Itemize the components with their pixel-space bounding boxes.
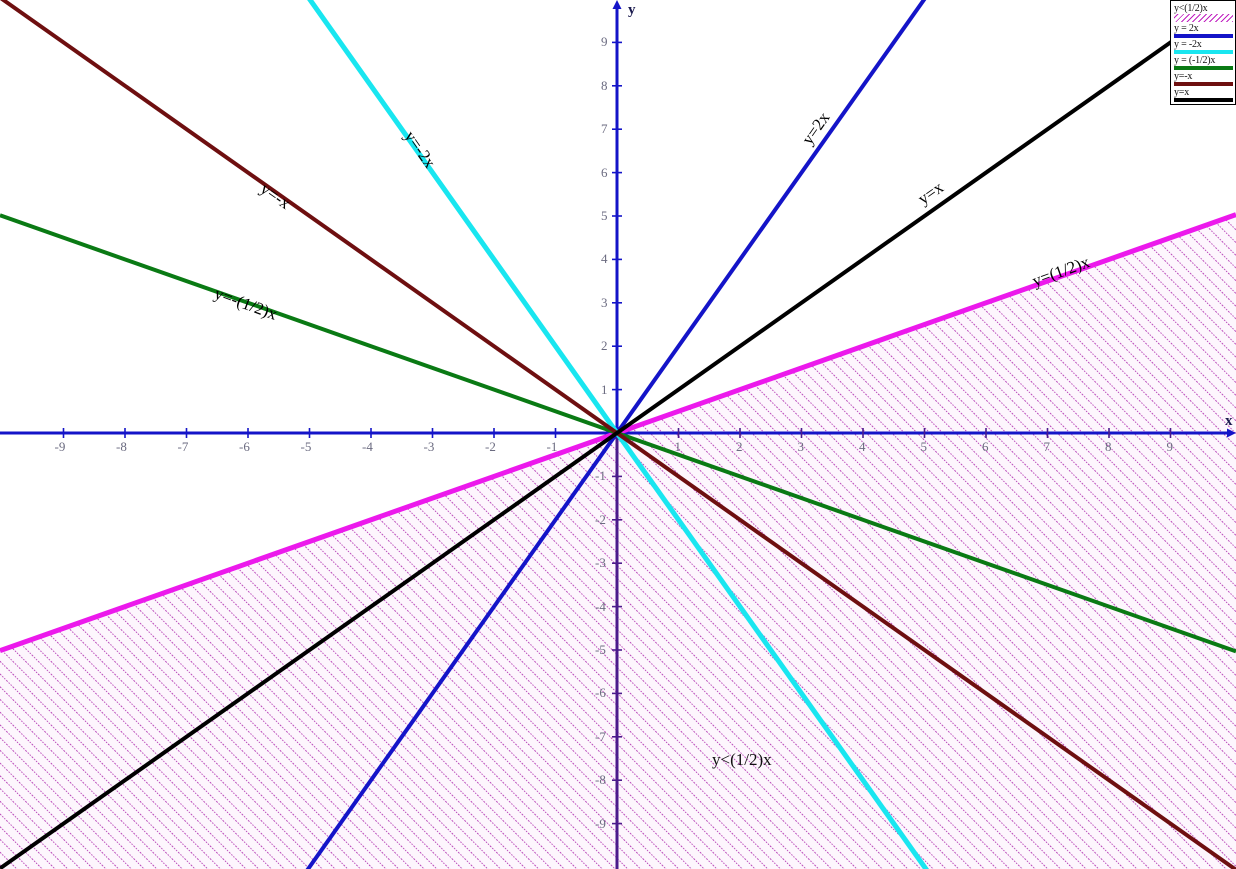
x-tick-label: -1 (546, 439, 558, 454)
legend-entry-label: y = -2x (1174, 39, 1202, 50)
x-tick-label: 4 (859, 439, 866, 454)
inequality-region-label: y<(1/2)x (712, 750, 772, 769)
y-tick-label: 4 (601, 251, 608, 267)
legend-entry[interactable]: y = 2x (1174, 23, 1233, 38)
legend-entry-label: y=-x (1174, 71, 1193, 82)
y-tick-label: -4 (595, 598, 606, 614)
y-tick-label: 6 (601, 164, 608, 180)
y-tick-label: -3 (595, 555, 606, 571)
legend-entry[interactable]: y=x (1174, 87, 1233, 102)
x-tick-label: -2 (485, 439, 496, 454)
y-tick-label: 8 (601, 77, 608, 93)
x-tick-label: -5 (300, 439, 312, 454)
x-axis-label: x (1225, 413, 1233, 429)
x-tick-label: -6 (239, 439, 250, 454)
x-tick-label: 2 (736, 439, 743, 454)
legend-entry[interactable]: y = (-1/2)x (1174, 55, 1233, 70)
y-tick-label: -9 (595, 815, 606, 831)
y-tick-label: -1 (595, 468, 606, 484)
y-tick-label: 7 (601, 121, 608, 137)
legend-entry-swatch (1174, 82, 1233, 86)
y-tick-label: -7 (595, 728, 606, 744)
legend-entry-label: y = (-1/2)x (1174, 55, 1216, 66)
x-tick-label: -9 (54, 439, 66, 454)
legend-box: y<(1/2)x y = 2x y = -2x y = (-1/2)x y=-x y=x (1170, 0, 1236, 105)
y-axis-label: y (628, 2, 636, 18)
y-tick-label: -8 (595, 772, 606, 788)
legend-entry-swatch (1174, 34, 1233, 38)
x-tick-label: -4 (362, 439, 373, 454)
x-tick-label: 5 (920, 439, 928, 454)
x-tick-label: 1 (674, 439, 682, 454)
legend-entry-swatch (1174, 14, 1233, 22)
legend-entry-label: y = 2x (1174, 23, 1199, 34)
x-tick-label: -8 (116, 439, 127, 454)
x-tick-label: 7 (1043, 439, 1051, 454)
legend-entry-swatch (1174, 50, 1233, 54)
legend-entry[interactable]: y = -2x (1174, 39, 1233, 54)
legend-entry-label: y=x (1174, 87, 1190, 98)
y-tick-label: 5 (601, 208, 608, 223)
legend-entry-swatch (1174, 66, 1233, 70)
x-tick-label: -3 (423, 439, 435, 454)
axis-ticks-layer (62, 41, 1172, 825)
legend-entry[interactable]: y=-x (1174, 71, 1233, 86)
x-tick-label: -7 (177, 439, 189, 454)
x-tick-label: 6 (982, 439, 989, 454)
y-tick-label: -6 (595, 685, 606, 701)
y-tick-label: -2 (595, 511, 606, 527)
y-tick-label: 2 (601, 338, 608, 354)
x-tick-label: 9 (1166, 439, 1174, 454)
y-tick-label: 9 (601, 34, 608, 50)
y-tick-label: 3 (601, 294, 608, 310)
x-tick-label: 8 (1105, 439, 1112, 454)
legend-entry-swatch (1174, 98, 1233, 102)
legend-entry-label: y<(1/2)x (1174, 3, 1208, 14)
y-tick-label: 1 (601, 381, 608, 397)
y-tick-label: -5 (595, 642, 606, 657)
x-tick-label: 3 (797, 439, 805, 454)
legend-entry[interactable]: y<(1/2)x (1174, 3, 1233, 22)
